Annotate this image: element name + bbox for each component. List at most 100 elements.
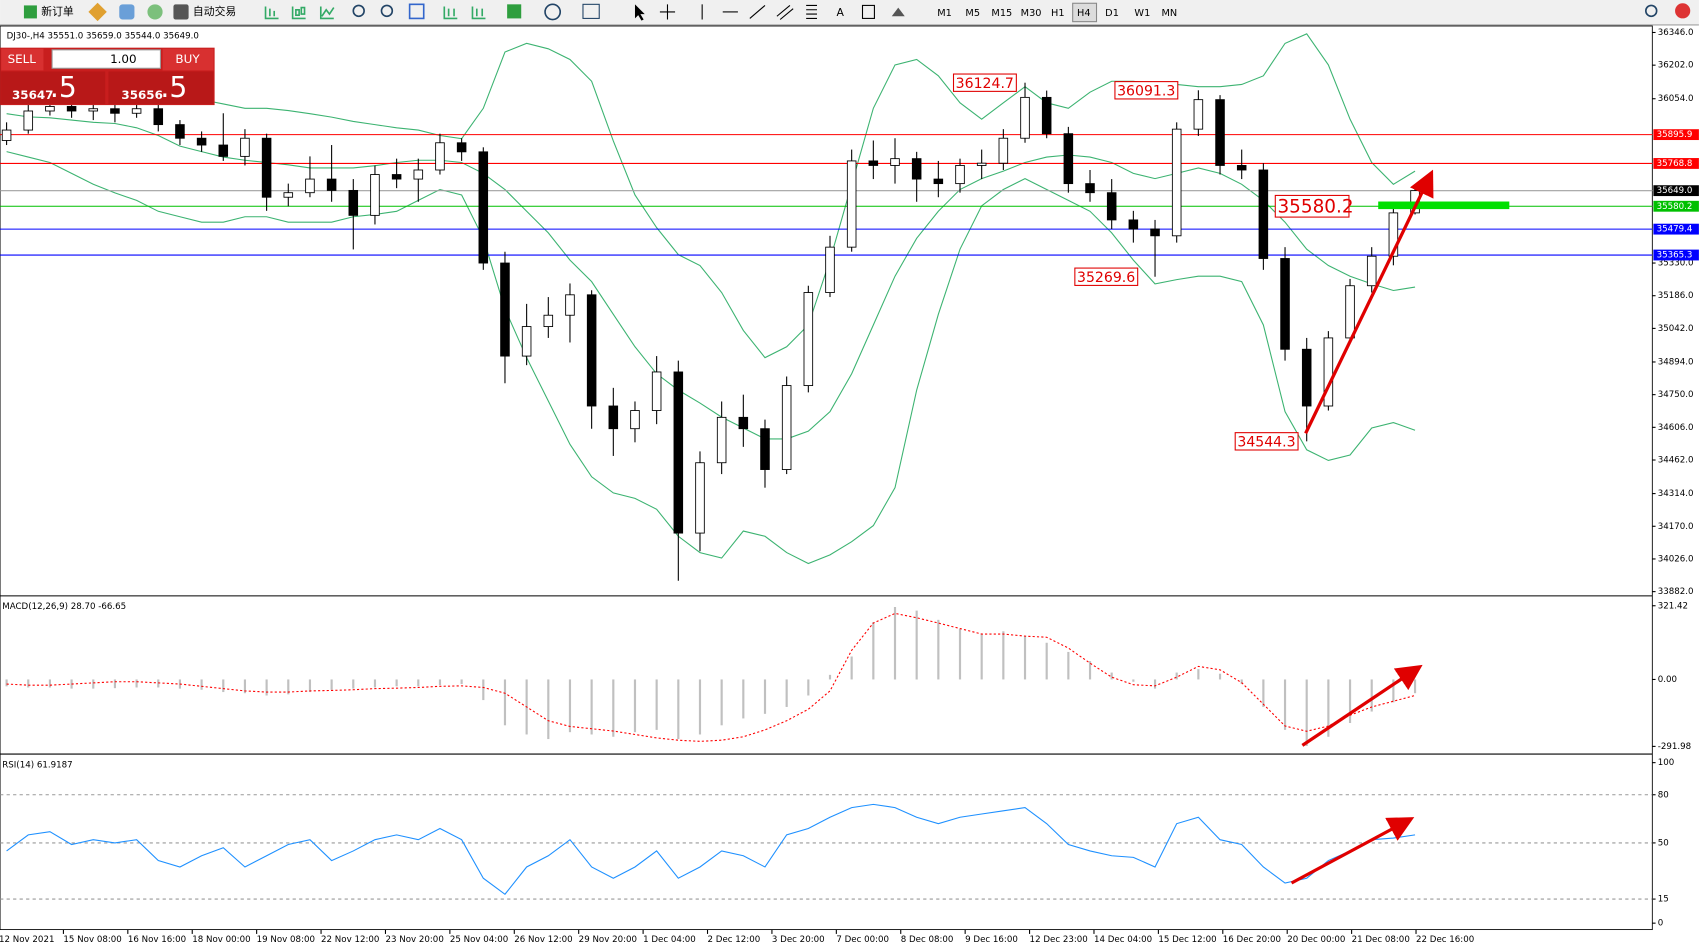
candle-body [456, 142, 467, 153]
timeframe-button[interactable]: H4 [1077, 8, 1091, 19]
autoscroll-button[interactable] [443, 6, 458, 20]
new-order-button[interactable]: 新订单 [41, 4, 74, 18]
icon[interactable] [119, 4, 135, 20]
bollinger-band [6, 151, 1416, 565]
y-tick-label: 36054.0 [1658, 94, 1694, 104]
sell-price-box[interactable] [1, 71, 106, 105]
auto-trading-button[interactable]: 自动交易 [193, 4, 236, 18]
buy-price[interactable]: 35656 [121, 88, 162, 102]
y-tick-label: 34894.0 [1658, 357, 1694, 367]
buy-button[interactable] [162, 48, 214, 71]
price-level-label: 35895.9 [1657, 130, 1693, 140]
buy-label[interactable]: BUY [175, 52, 200, 66]
timeframe-button[interactable]: M5 [965, 8, 980, 19]
price-annotation-box [1274, 194, 1350, 218]
candle-body [565, 294, 575, 316]
lot-value[interactable]: 1.00 [110, 52, 137, 66]
price-level-label: 35649.0 [1657, 186, 1693, 196]
timeframe-active[interactable] [1072, 2, 1098, 23]
chart-shift-button[interactable] [471, 6, 486, 20]
candle-body [1258, 169, 1269, 259]
trendline-tool[interactable] [749, 5, 766, 19]
price-annotation-box [952, 73, 1017, 92]
cursor-tool[interactable] [634, 4, 645, 21]
candle-body [976, 162, 987, 166]
candle-body [196, 137, 207, 146]
zoom-out-button[interactable] [380, 4, 394, 18]
zoom-in-button[interactable] [352, 4, 365, 18]
toolbar-bg [0, 0, 1699, 25]
candle-body [435, 142, 445, 171]
indicators-button[interactable] [507, 4, 522, 19]
x-tick-label: 16 Nov 16:00 [128, 935, 186, 945]
bar-chart-button[interactable] [264, 6, 279, 20]
sell-pips[interactable]: .5 [50, 71, 77, 104]
x-tick-label: 16 Dec 20:00 [1223, 935, 1281, 945]
candle-body [261, 137, 272, 198]
candle-body [391, 174, 402, 180]
candle-body [23, 110, 34, 131]
x-tick-label: 23 Nov 20:00 [385, 935, 443, 945]
templates-button[interactable] [582, 3, 600, 19]
buy-price-box[interactable] [108, 71, 214, 105]
auto-trading-icon[interactable] [173, 4, 189, 20]
periods-button[interactable] [544, 3, 562, 21]
timeframe-button[interactable]: M30 [1021, 8, 1042, 19]
x-tick-label: 22 Nov 12:00 [321, 935, 379, 945]
chart-header: DJ30-,H4 35551.0 35659.0 35544.0 35649.0 [7, 31, 199, 41]
price-annotation: 35580.2 [1277, 196, 1353, 217]
candle-body [695, 462, 705, 534]
line-chart-button[interactable] [319, 6, 335, 20]
sell-button[interactable] [1, 48, 44, 71]
timeframe-button[interactable]: W1 [1134, 8, 1150, 19]
new-order-icon[interactable] [23, 5, 37, 19]
timeframe-button[interactable]: M15 [991, 8, 1012, 19]
icon[interactable] [88, 2, 107, 22]
notification-badge[interactable] [1675, 3, 1691, 19]
price-annotation: 36091.3 [1117, 83, 1175, 99]
candle-body [651, 371, 662, 411]
candle-body [1171, 128, 1182, 237]
text-tool[interactable]: A [836, 6, 844, 19]
crosshair-tool[interactable] [659, 4, 676, 20]
candle-body [1366, 255, 1377, 287]
y-tick-label: 34314.0 [1658, 489, 1694, 499]
candle-body [716, 416, 727, 464]
candle-body [478, 151, 489, 264]
price-annotation-box [1234, 432, 1299, 451]
y-tick-label: 0.00 [1658, 675, 1677, 685]
timeframe-button[interactable]: MN [1162, 8, 1178, 19]
candle-body [760, 428, 770, 470]
candle-chart-button[interactable] [291, 6, 306, 20]
y-tick-label: 36346.0 [1658, 28, 1694, 38]
label-tool[interactable] [861, 4, 875, 19]
shapes-tool[interactable] [891, 7, 905, 17]
tile-button[interactable] [408, 3, 425, 20]
x-tick-label: 25 Nov 04:00 [450, 935, 508, 945]
candle-body [673, 371, 684, 534]
highlight-bar [1378, 201, 1510, 210]
icon[interactable] [147, 4, 163, 20]
timeframe-button[interactable]: M1 [937, 8, 952, 19]
candle-body [1345, 285, 1355, 339]
y-tick-label: 80 [1658, 790, 1669, 800]
candle-body [413, 169, 424, 180]
search-button[interactable] [1645, 4, 1658, 18]
channel-tool[interactable] [776, 5, 794, 20]
fibo-tool[interactable] [806, 4, 817, 19]
candle-body [868, 160, 879, 166]
timeframe-button[interactable]: H1 [1051, 8, 1065, 19]
y-tick-label: -291.98 [1658, 742, 1691, 752]
candle-body [1106, 192, 1117, 221]
candle-body [911, 158, 922, 180]
x-tick-label: 8 Dec 08:00 [901, 935, 954, 945]
candle-body [933, 178, 944, 185]
sell-price[interactable]: 35647 [12, 88, 53, 102]
lot-input[interactable] [51, 49, 161, 69]
candle-body [1020, 96, 1030, 139]
buy-pips[interactable]: .5 [160, 71, 187, 104]
timeframe-button[interactable]: D1 [1105, 8, 1119, 19]
sell-label[interactable]: SELL [8, 52, 37, 66]
candle-body [1280, 258, 1290, 350]
